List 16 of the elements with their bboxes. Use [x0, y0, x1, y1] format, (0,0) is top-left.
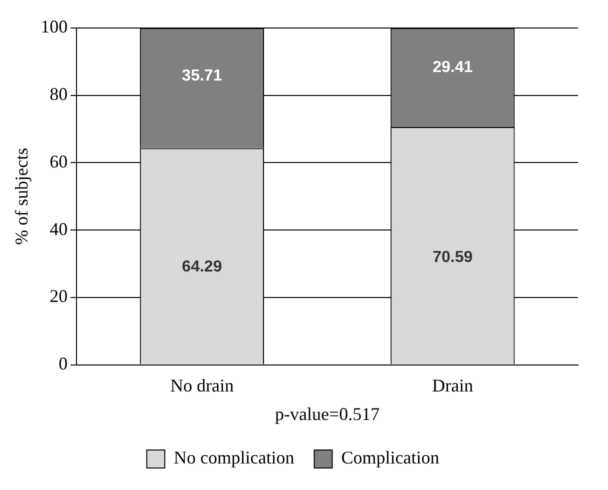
y-tick-label: 80 [50, 84, 68, 104]
data-label: 70.59 [432, 248, 473, 266]
y-tick-label: 20 [50, 286, 68, 306]
data-label: 35.71 [182, 68, 222, 85]
x-tick-label: No drain [170, 375, 234, 396]
legend-label: No complication [174, 448, 294, 468]
data-label: 64.29 [182, 258, 222, 276]
legend-label: Complication [341, 448, 440, 468]
x-axis-title: p-value=0.517 [274, 404, 380, 424]
y-tick-label: 60 [50, 151, 68, 172]
y-tick-label: 100 [40, 16, 68, 37]
y-tick-label: 40 [50, 218, 68, 239]
y-tick-label: 0 [58, 354, 68, 374]
y-axis-title: % of subjects [12, 148, 32, 245]
data-label: 29.41 [432, 59, 473, 76]
x-tick-label: Drain [432, 375, 474, 396]
